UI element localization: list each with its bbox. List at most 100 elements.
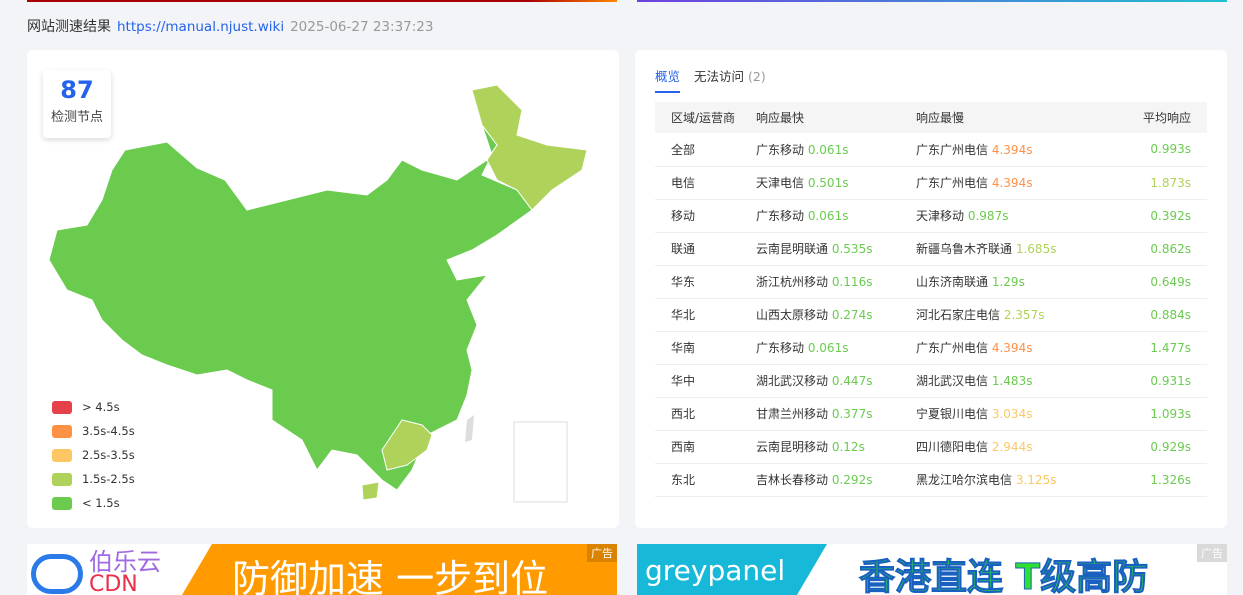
results-table: 区域/运营商 响应最快 响应最慢 平均响应 全部 广东移动 0.061s 广东广… [655, 102, 1207, 497]
ad-banner-greypanel[interactable]: greypanel 香港直连 T级高防 广告 [637, 544, 1227, 595]
fastest-time: 0.292s [831, 473, 873, 487]
fastest-time: 0.12s [831, 440, 865, 454]
table-row: 华东 浙江杭州移动 0.116s 山东济南联通 1.29s 0.649s [655, 265, 1207, 299]
region-cell: 全部 [655, 133, 756, 167]
average-cell: 0.862s [1115, 232, 1207, 266]
map-region-heilongjiang[interactable] [471, 84, 588, 211]
fastest-cell: 浙江杭州移动 0.116s [756, 265, 916, 299]
map-card: 87 检测节点 > 4.5s 3.5s-4.5s 2.5s-3.5s 1.5s-… [27, 50, 619, 528]
region-cell: 联通 [655, 232, 756, 266]
slowest-cell: 黑龙江哈尔滨电信 3.125s [916, 463, 1116, 497]
fastest-cell: 云南昆明移动 0.12s [756, 430, 916, 464]
slowest-node: 广东广州电信 [916, 341, 989, 355]
ad-tag: 广告 [587, 544, 617, 562]
cloud-icon [31, 554, 83, 594]
ad-brand: 伯乐云 [89, 548, 161, 576]
fastest-cell: 湖北武汉移动 0.447s [756, 364, 916, 398]
col-average: 平均响应 [1115, 102, 1207, 133]
ad-slogan: 防御加速 一步到位 [232, 557, 549, 595]
legend-item[interactable]: > 4.5s [52, 395, 135, 419]
slowest-cell: 广东广州电信 4.394s [916, 331, 1116, 365]
top-banner-strip [637, 0, 1227, 2]
fastest-node: 甘肃兰州移动 [756, 407, 829, 421]
map-region-main[interactable] [48, 124, 533, 491]
average-cell: 0.993s [1115, 133, 1207, 167]
fastest-cell: 广东移动 0.061s [756, 331, 916, 365]
fastest-node: 山西太原移动 [756, 308, 829, 322]
fastest-node: 云南昆明联通 [756, 242, 829, 256]
fastest-time: 0.501s [807, 176, 849, 190]
col-region: 区域/运营商 [655, 102, 756, 133]
legend-item[interactable]: < 1.5s [52, 491, 135, 515]
legend-label: 1.5s-2.5s [82, 472, 135, 486]
tested-url-link[interactable]: https://manual.njust.wiki [117, 19, 285, 35]
map-region-hainan[interactable] [361, 481, 380, 501]
average-cell: 0.392s [1115, 199, 1207, 233]
average-cell: 1.093s [1115, 397, 1207, 431]
fastest-time: 0.116s [831, 275, 873, 289]
legend-item[interactable]: 1.5s-2.5s [52, 467, 135, 491]
slowest-node: 新疆乌鲁木齐联通 [916, 242, 1013, 256]
slowest-node: 天津移动 [916, 209, 965, 223]
slowest-time: 4.394s [991, 176, 1033, 190]
legend-label: < 1.5s [82, 496, 120, 510]
slowest-time: 4.394s [991, 341, 1033, 355]
table-row: 全部 广东移动 0.061s 广东广州电信 4.394s 0.993s [655, 133, 1207, 167]
legend-swatch [52, 424, 72, 438]
tab-unreachable[interactable]: 无法访问 (2) [694, 66, 766, 93]
slowest-cell: 宁夏银川电信 3.034s [916, 397, 1116, 431]
legend-label: > 4.5s [82, 400, 120, 414]
fastest-node: 浙江杭州移动 [756, 275, 829, 289]
map-legend: > 4.5s 3.5s-4.5s 2.5s-3.5s 1.5s-2.5s < 1… [52, 395, 135, 515]
fastest-time: 0.447s [831, 374, 873, 388]
slowest-node: 四川德阳电信 [916, 440, 989, 454]
tab-label: 无法访问 [694, 69, 745, 84]
node-count-label: 检测节点 [50, 110, 103, 125]
region-cell: 华南 [655, 331, 756, 365]
table-row: 联通 云南昆明联通 0.535s 新疆乌鲁木齐联通 1.685s 0.862s [655, 232, 1207, 266]
region-cell: 西北 [655, 397, 756, 431]
slowest-node: 湖北武汉电信 [916, 374, 989, 388]
china-map[interactable] [27, 50, 619, 528]
table-row: 西北 甘肃兰州移动 0.377s 宁夏银川电信 3.034s 1.093s [655, 397, 1207, 431]
ad-logo: 伯乐云 CDN [27, 544, 197, 595]
slowest-time: 2.357s [1003, 308, 1045, 322]
tabs: 概览 无法访问 (2) [655, 66, 780, 93]
average-cell: 1.326s [1115, 463, 1207, 497]
slowest-cell: 湖北武汉电信 1.483s [916, 364, 1116, 398]
table-row: 华南 广东移动 0.061s 广东广州电信 4.394s 1.477s [655, 331, 1207, 365]
fastest-cell: 天津电信 0.501s [756, 166, 916, 200]
slowest-time: 2.944s [991, 440, 1033, 454]
map-region-guangdong[interactable] [381, 419, 433, 471]
fastest-time: 0.274s [831, 308, 873, 322]
legend-item[interactable]: 3.5s-4.5s [52, 419, 135, 443]
table-row: 华北 山西太原移动 0.274s 河北石家庄电信 2.357s 0.884s [655, 298, 1207, 332]
fastest-time: 0.377s [831, 407, 873, 421]
average-cell: 0.931s [1115, 364, 1207, 398]
ad-slogan: 香港直连 T级高防 [858, 557, 1149, 595]
slowest-node: 广东广州电信 [916, 176, 989, 190]
legend-swatch [52, 472, 72, 486]
ad-banner-bolecloud[interactable]: 伯乐云 CDN 防御加速 一步到位 广告 [27, 544, 617, 595]
map-region-taiwan[interactable] [465, 415, 474, 442]
slowest-time: 1.685s [1015, 242, 1057, 256]
fastest-time: 0.061s [807, 341, 849, 355]
ad-brand-sub: CDN [89, 572, 138, 595]
slowest-time: 3.034s [991, 407, 1033, 421]
region-cell: 华中 [655, 364, 756, 398]
fastest-node: 天津电信 [756, 176, 805, 190]
legend-label: 3.5s-4.5s [82, 424, 135, 438]
slowest-node: 宁夏银川电信 [916, 407, 989, 421]
slowest-cell: 四川德阳电信 2.944s [916, 430, 1116, 464]
results-card: 概览 无法访问 (2) 区域/运营商 响应最快 响应最慢 平均响应 全部 广东移… [635, 50, 1227, 528]
ad-tag: 广告 [1197, 544, 1227, 562]
fastest-node: 广东移动 [756, 142, 805, 157]
average-cell: 0.884s [1115, 298, 1207, 332]
tab-overview[interactable]: 概览 [655, 66, 681, 93]
fastest-cell: 云南昆明联通 0.535s [756, 232, 916, 266]
page-header: 网站测速结果 https://manual.njust.wiki 2025-06-2… [27, 16, 433, 36]
node-count-badge: 87 检测节点 [43, 70, 111, 138]
fastest-cell: 山西太原移动 0.274s [756, 298, 916, 332]
legend-item[interactable]: 2.5s-3.5s [52, 443, 135, 467]
ad-brand: greypanel [645, 554, 786, 587]
